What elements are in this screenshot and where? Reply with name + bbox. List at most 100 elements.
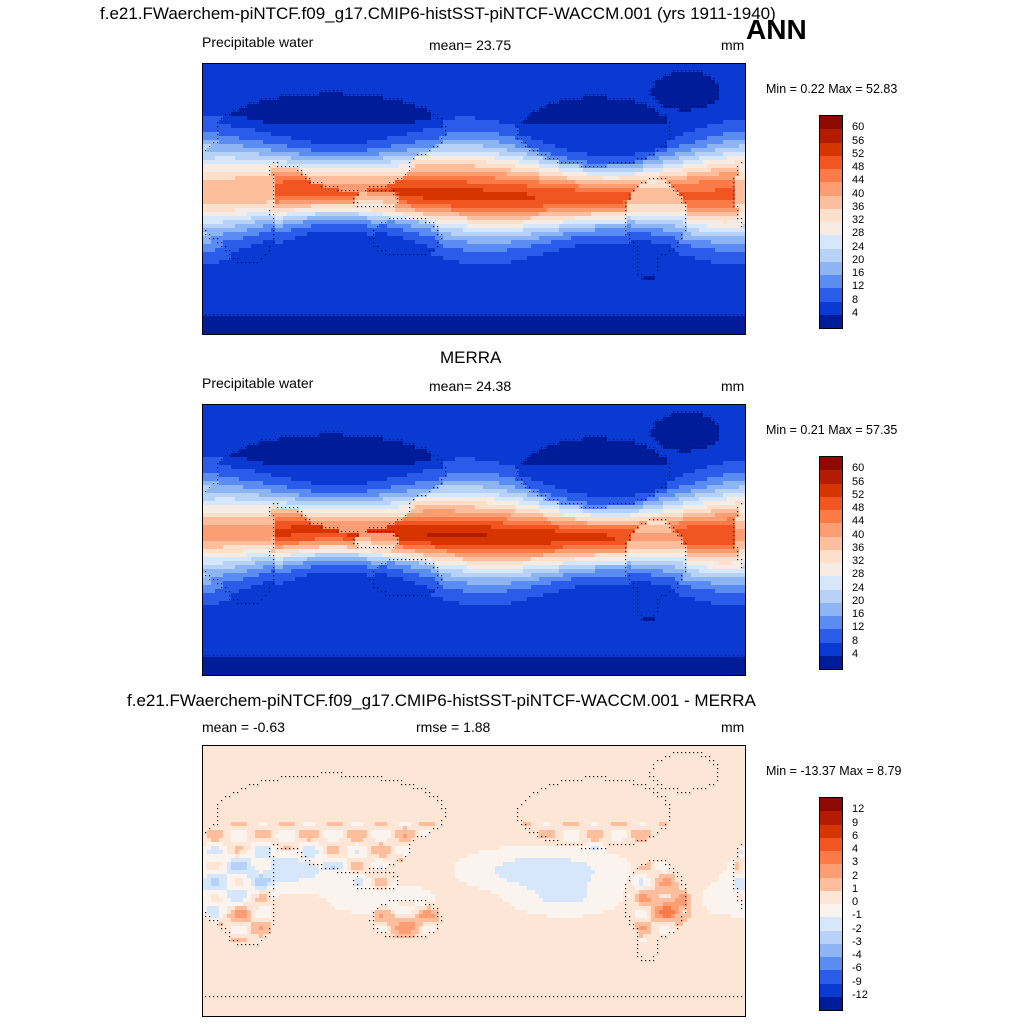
field-cell [355,120,360,125]
field-cell [455,184,460,189]
field-cell [699,160,704,165]
field-cell [251,188,256,193]
field-cell [695,84,700,89]
field-cell [511,88,516,93]
field-cell [627,80,632,85]
field-cell [211,68,216,73]
field-cell [495,116,500,121]
field-cell [603,192,608,197]
field-cell [583,144,588,149]
field-cell [335,132,340,137]
field-cell [323,72,328,77]
field-cell [707,152,712,157]
field-cell [739,88,744,93]
field-cell [463,88,468,93]
field-cell [215,200,220,205]
field-cell [231,192,236,197]
field-cell [519,132,524,137]
field-cell [383,196,388,201]
field-cell [291,96,296,101]
field-cell [515,96,520,101]
field-cell [671,196,676,201]
field-cell [303,160,308,165]
field-cell [671,204,676,209]
field-cell [359,156,364,161]
field-cell [267,128,272,133]
field-cell [443,156,448,161]
field-cell [487,148,492,153]
field-cell [363,164,368,169]
field-cell [611,172,616,177]
field-cell [463,64,468,69]
field-cell [391,116,396,121]
field-cell [687,64,692,69]
field-cell [227,116,232,121]
field-cell [483,176,488,181]
field-cell [615,176,620,181]
field-cell [267,180,272,185]
field-cell [227,92,232,97]
variable-label: Precipitable water [202,34,313,50]
field-cell [723,84,728,89]
field-cell [587,176,592,181]
field-cell [255,140,260,145]
field-cell [491,168,496,173]
field-cell [287,152,292,157]
field-cell [639,68,644,73]
field-cell [499,204,504,209]
field-cell [655,64,660,69]
field-cell [219,140,224,145]
field-cell [447,80,452,85]
field-cell [251,108,256,113]
field-cell [371,200,376,205]
field-cell [455,72,460,77]
field-cell [531,152,536,157]
field-cell [523,152,528,157]
field-cell [527,140,532,145]
field-cell [635,196,640,201]
field-cell [743,92,745,97]
field-cell [427,76,432,81]
field-cell [279,96,284,101]
field-cell [423,124,428,129]
field-cell [519,168,524,173]
field-cell [447,72,452,77]
field-cell [695,96,700,101]
field-cell [635,140,640,145]
field-cell [207,116,212,121]
field-cell [335,68,340,73]
field-cell [435,208,440,213]
field-cell [251,176,256,181]
field-cell [255,168,260,173]
field-cell [667,92,672,97]
field-cell [475,160,480,165]
field-cell [323,100,328,105]
field-cell [231,156,236,161]
field-cell [267,148,272,153]
field-cell [243,112,248,117]
field-cell [327,72,332,77]
field-cell [511,184,516,189]
field-cell [315,96,320,101]
field-cell [459,160,464,165]
field-cell [211,156,216,161]
field-cell [311,148,316,153]
field-cell [327,180,332,185]
field-cell [351,148,356,153]
field-cell [251,160,256,165]
field-cell [315,112,320,117]
field-cell [687,176,692,181]
field-cell [391,128,396,133]
field-cell [343,68,348,73]
field-cell [687,96,692,101]
field-cell [683,148,688,153]
field-cell [403,144,408,149]
field-cell [607,132,612,137]
field-cell [447,184,452,189]
field-cell [255,104,260,109]
field-cell [335,80,340,85]
field-cell [447,156,452,161]
field-cell [575,196,580,201]
field-cell [279,192,284,197]
field-cell [227,168,232,173]
